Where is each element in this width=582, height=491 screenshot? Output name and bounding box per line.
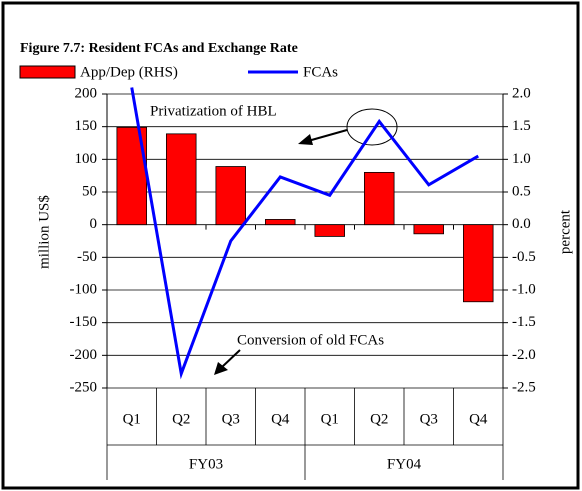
bar: [165, 133, 197, 226]
y2-tick-label: -2.0: [512, 347, 536, 363]
y-tick-label: -200: [70, 347, 98, 363]
y-tick-label: 50: [82, 183, 97, 199]
x-tick-label: Q1: [123, 411, 141, 427]
y2-tick-label: 2.0: [512, 85, 531, 101]
group-label: FY04: [387, 456, 422, 472]
y2-tick-label: -0.5: [512, 249, 536, 265]
bar: [363, 171, 395, 226]
y2-tick-label: 0.0: [512, 216, 531, 232]
bar: [462, 224, 494, 303]
annotation-arrow: [307, 129, 348, 142]
y-tick-label: -150: [70, 314, 98, 330]
y-axis-label: million US$: [36, 195, 52, 269]
annotation: Conversion of old FCAs: [237, 332, 384, 348]
y2-axis-label: percent: [557, 209, 573, 254]
y2-tick-label: -1.5: [512, 314, 536, 330]
legend-label: App/Dep (RHS): [80, 64, 178, 80]
x-tick-label: Q3: [420, 411, 438, 427]
y-tick-label: -100: [70, 281, 98, 297]
x-tick-label: Q4: [469, 411, 488, 427]
y2-tick-label: 1.0: [512, 151, 531, 167]
y-tick-label: 150: [75, 118, 98, 134]
y-tick-label: -50: [77, 249, 97, 265]
x-tick-label: Q2: [370, 411, 388, 427]
annotation-arrow: [221, 349, 241, 368]
line: [130, 87, 480, 380]
arrow-head: [214, 362, 228, 375]
annotation: Privatization of HBL: [150, 103, 277, 119]
x-tick-label: Q1: [321, 411, 339, 427]
legend-swatch: [19, 65, 76, 79]
bar: [314, 224, 345, 237]
y-tick-label: -250: [70, 379, 98, 395]
y2-tick-label: 1.5: [512, 118, 531, 134]
y2-tick-label: -1.0: [512, 281, 536, 297]
x-tick-label: Q3: [222, 411, 240, 427]
y-tick-label: 200: [75, 85, 98, 101]
legend-label: FCAs: [303, 64, 338, 80]
x-tick-label: Q2: [172, 411, 190, 427]
y-tick-label: 100: [75, 151, 98, 167]
y2-tick-label: 0.5: [512, 183, 531, 199]
bar: [264, 219, 296, 226]
arrow-head: [298, 134, 313, 145]
y-tick-label: 0: [90, 216, 98, 232]
bar: [413, 224, 444, 235]
bar: [215, 166, 246, 226]
y2-tick-label: -2.5: [512, 379, 536, 395]
chart-title: Figure 7.7: Resident FCAs and Exchange R…: [20, 41, 298, 56]
x-tick-label: Q4: [271, 411, 290, 427]
group-label: FY03: [189, 456, 223, 472]
